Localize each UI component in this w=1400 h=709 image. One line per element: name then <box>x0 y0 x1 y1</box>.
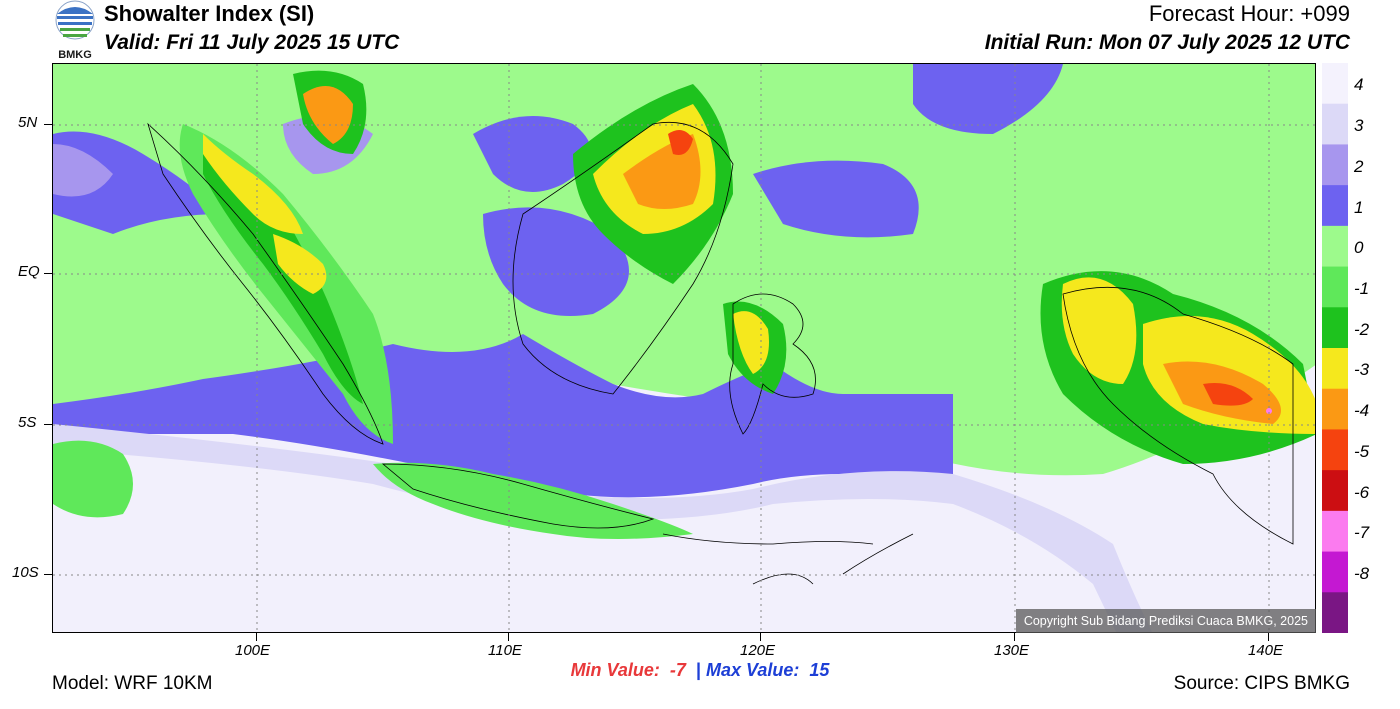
graticule <box>53 64 1315 632</box>
si-region-2 <box>53 334 953 498</box>
colorbar-label: 0 <box>1354 238 1364 258</box>
max-value: 15 <box>809 660 830 680</box>
colorbar-segment <box>1322 470 1348 512</box>
lon-label: 120E <box>740 642 776 659</box>
lon-label: 110E <box>488 642 522 659</box>
valid-time: Valid: Fri 11 July 2025 15 UTC <box>104 31 400 54</box>
colorbar-label: 2 <box>1354 156 1364 176</box>
si-region-2 <box>913 64 1063 134</box>
colorbar-label: -6 <box>1354 482 1370 502</box>
si-region-11 <box>1266 408 1272 414</box>
max-value-label: Max Value: <box>706 660 800 680</box>
colorbar-segment <box>1322 592 1348 634</box>
min-value: -7 <box>669 660 686 680</box>
tick <box>760 633 761 641</box>
tick <box>44 574 52 575</box>
si-region-9 <box>303 86 353 144</box>
colorbar-segment <box>1322 103 1348 145</box>
lat-label: 10S <box>12 564 39 581</box>
colorbar-label: -4 <box>1354 401 1370 421</box>
colorbar-label: 1 <box>1354 197 1364 217</box>
si-region-2 <box>473 116 591 192</box>
colorbar-label: -8 <box>1354 563 1370 583</box>
colorbar-label: -1 <box>1354 278 1370 298</box>
colorbar-segment <box>1322 225 1348 268</box>
tick <box>44 424 52 425</box>
si-region-10 <box>1203 383 1253 406</box>
colorbar-segment <box>1322 510 1348 553</box>
si-map <box>52 63 1316 633</box>
colorbar-label: -2 <box>1354 319 1370 339</box>
tick <box>44 124 52 125</box>
tick <box>44 273 52 274</box>
tick <box>256 633 257 641</box>
colorbar-segment <box>1322 185 1348 227</box>
colorbar-label: -5 <box>1354 441 1370 461</box>
colorbar-segment <box>1322 63 1348 105</box>
si-region-6 <box>373 462 693 539</box>
colorbar-label: -7 <box>1354 523 1370 543</box>
colorbar <box>1322 63 1348 634</box>
logo-text: BMKG <box>58 49 92 60</box>
si-region-8 <box>1061 277 1137 384</box>
model-label: Model: WRF 10KM <box>52 673 213 694</box>
si-region-2 <box>753 160 919 238</box>
colorbar-label: -3 <box>1354 360 1370 380</box>
source-label: Source: CIPS BMKG <box>1173 673 1350 694</box>
min-max-separator: | <box>695 660 701 680</box>
colorbar-segment <box>1322 348 1348 390</box>
lat-label: 5S <box>18 414 37 431</box>
min-max-values: Min Value: -7 | Max Value: 15 <box>0 660 1400 681</box>
si-region-8 <box>203 134 303 234</box>
initial-run: Initial Run: Mon 07 July 2025 12 UTC <box>984 31 1350 54</box>
colorbar-segment <box>1322 551 1348 593</box>
colorbar-label: 4 <box>1354 75 1364 95</box>
tick <box>1014 633 1015 641</box>
tick <box>1268 633 1269 641</box>
lat-label: 5N <box>18 114 38 131</box>
lon-label: 140E <box>1248 642 1284 659</box>
si-region-5 <box>53 449 1117 632</box>
bmkg-logo: BMKG <box>52 0 98 61</box>
si-region-10 <box>668 130 693 155</box>
forecast-hour: Forecast Hour: +099 <box>1148 1 1350 26</box>
si-region-2 <box>483 207 629 316</box>
lon-label: 130E <box>994 642 1030 659</box>
si-region-8 <box>733 311 769 374</box>
colorbar-segment <box>1322 307 1348 349</box>
si-region-8 <box>273 234 327 294</box>
coastlines <box>147 121 1294 585</box>
map-title: Showalter Index (SI) <box>104 1 315 26</box>
lat-label: EQ <box>18 263 40 280</box>
colorbar-segment <box>1322 429 1348 471</box>
tick <box>508 633 509 641</box>
colorbar-segment <box>1322 388 1348 430</box>
colorbar-segment <box>1322 144 1348 186</box>
si-region-6 <box>53 440 133 518</box>
si-region-2 <box>53 131 223 234</box>
min-value-label: Min Value: <box>570 660 660 680</box>
colorbar-segment <box>1322 266 1348 308</box>
lon-label: 100E <box>235 642 271 659</box>
si-region-3 <box>53 144 113 197</box>
copyright-notice: Copyright Sub Bidang Prediksi Cuaca BMKG… <box>1015 609 1316 633</box>
colorbar-label: 3 <box>1354 116 1364 136</box>
